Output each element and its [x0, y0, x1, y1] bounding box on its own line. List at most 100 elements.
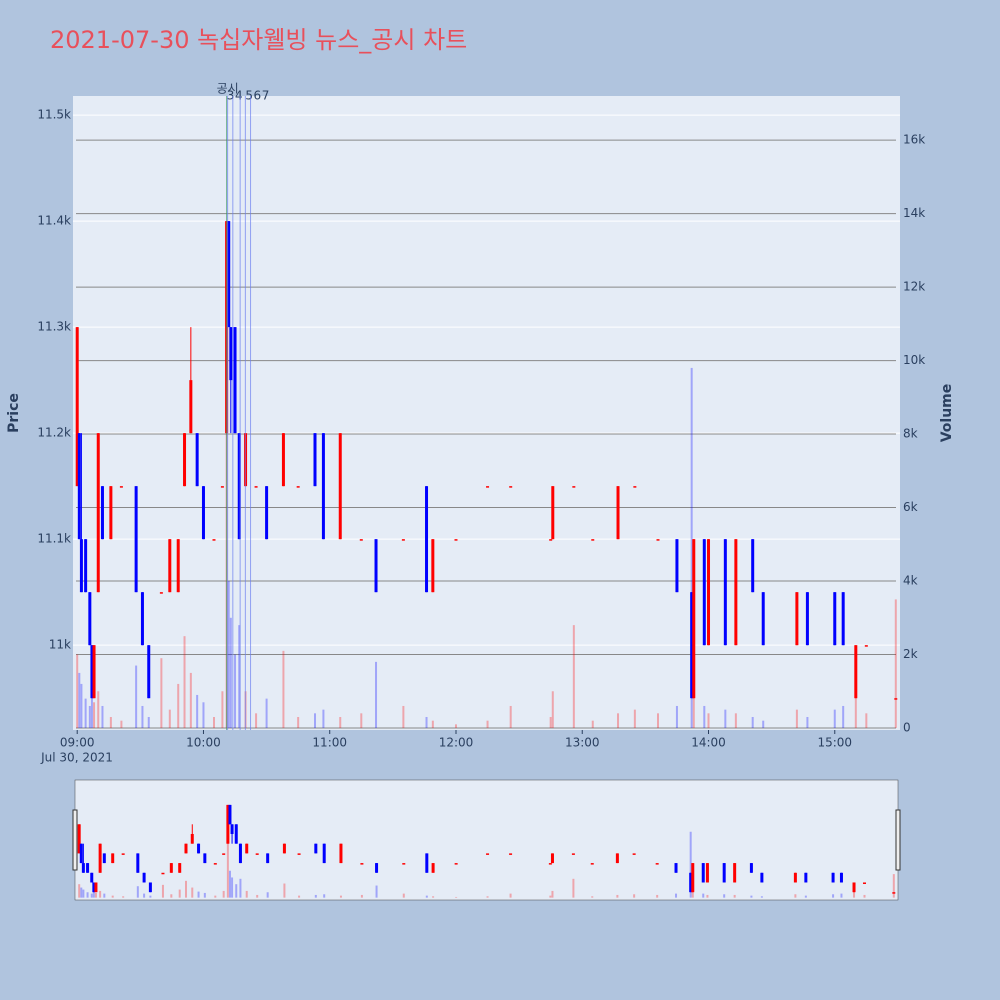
candle-body — [425, 486, 429, 593]
candle-body — [795, 592, 799, 646]
mini-volume-bar — [214, 895, 217, 898]
volume-bar — [282, 650, 285, 729]
candle-body — [675, 539, 679, 593]
volume-bar — [402, 705, 405, 729]
volume-bar — [101, 705, 104, 729]
volume-bar — [833, 709, 836, 729]
volume-bar — [549, 716, 552, 729]
y2-tick-label: 10k — [903, 353, 925, 367]
mini-volume-bar — [122, 896, 125, 898]
mini-volume-bar — [339, 895, 342, 898]
candle-body — [100, 486, 104, 540]
mini-candle-body — [169, 863, 173, 873]
mini-volume-bar — [178, 889, 181, 898]
y2-tick-label: 8k — [903, 427, 918, 441]
event-label: 6 — [254, 89, 262, 103]
mini-candle-body — [222, 853, 226, 855]
x-tick-label: 14:00 — [691, 736, 726, 750]
volume-bar — [572, 625, 575, 729]
candle-body — [119, 486, 123, 488]
candle-body — [338, 433, 342, 540]
volume-bar — [84, 698, 87, 729]
mini-candle-body — [590, 863, 594, 865]
candle-body — [237, 433, 241, 540]
event-label: 4 — [235, 89, 243, 103]
x-tick-label: 11:00 — [312, 736, 347, 750]
volume-bar — [854, 694, 857, 729]
mini-candle-body — [148, 882, 152, 893]
candle-body — [229, 327, 233, 381]
mini-volume-bar — [256, 894, 259, 898]
mini-volume-bar — [323, 894, 326, 898]
candle-body — [841, 592, 845, 646]
candle-body — [176, 539, 180, 593]
mini-candle-body — [760, 872, 764, 883]
y-axis-title: Price — [6, 393, 22, 433]
candle-body — [616, 486, 620, 540]
volume-bar — [238, 625, 241, 729]
candle-body — [90, 645, 94, 699]
volume-bar — [692, 683, 695, 729]
mini-volume-bar — [572, 878, 575, 898]
volume-bar — [168, 709, 171, 729]
y-tick-label: 11k — [49, 638, 71, 652]
volume-bar — [227, 581, 230, 729]
mini-candle-body — [226, 804, 230, 844]
mini-candle-body — [550, 853, 554, 864]
mini-candle-body — [749, 863, 753, 873]
mini-volume-bar — [551, 890, 554, 898]
mini-candle-body — [804, 872, 808, 883]
range-slider[interactable] — [74, 779, 899, 901]
volume-bar — [177, 683, 180, 729]
mini-volume-bar — [94, 892, 97, 898]
mini-candle-body — [197, 843, 201, 854]
candle-body — [633, 486, 637, 488]
candle-body — [486, 486, 490, 488]
mini-volume-bar — [706, 894, 709, 898]
mini-candle-body — [548, 863, 552, 865]
volume-bar — [339, 716, 342, 729]
plot-area — [73, 96, 900, 730]
candle-body — [374, 539, 378, 593]
candle-body — [854, 645, 858, 699]
volume-bar — [189, 672, 192, 729]
volume-bar — [375, 661, 378, 729]
mini-volume-bar — [750, 895, 753, 898]
x-tick-label: 10:00 — [186, 736, 221, 750]
volume-bar — [675, 705, 678, 729]
volume-bar — [734, 713, 737, 729]
volume-bar — [229, 617, 232, 729]
volume-bar — [202, 702, 205, 729]
candle-body — [313, 433, 317, 487]
mini-volume-bar — [360, 894, 363, 898]
event-label: 5 — [245, 89, 253, 103]
candle-body — [296, 486, 300, 488]
mini-candle-body — [632, 853, 636, 855]
volume-bar — [509, 705, 512, 729]
volume-bar — [97, 691, 100, 729]
volume-bar — [551, 691, 554, 729]
range-handle[interactable] — [72, 809, 78, 871]
y-tick-label: 11.2k — [37, 426, 71, 440]
mini-candle-body — [255, 853, 259, 855]
mini-volume-bar — [170, 894, 173, 898]
mini-volume-bar — [375, 885, 378, 898]
y2-tick-label: 2k — [903, 647, 918, 661]
candle-body — [220, 486, 224, 488]
volume-bar — [486, 720, 489, 729]
candle-body — [805, 592, 809, 646]
volume-bar — [894, 599, 897, 729]
mini-volume-bar — [161, 884, 164, 898]
candle-body — [401, 539, 405, 541]
candle-body — [168, 539, 172, 593]
candle-body — [159, 592, 163, 594]
range-handle[interactable] — [895, 809, 901, 871]
x-tick-label: 15:00 — [817, 736, 852, 750]
mini-volume-bar — [86, 892, 89, 898]
mini-candle-body — [77, 824, 81, 854]
volume-bar — [591, 720, 594, 729]
volume-bar — [360, 713, 363, 729]
mini-candle-body — [322, 843, 326, 864]
candle-body — [227, 221, 231, 328]
candle-body — [201, 486, 205, 540]
